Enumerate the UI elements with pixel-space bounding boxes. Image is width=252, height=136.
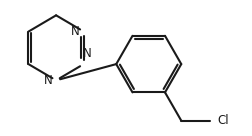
Text: N: N xyxy=(71,25,80,38)
Text: Cl: Cl xyxy=(218,114,229,127)
Text: N: N xyxy=(43,74,52,87)
Text: N: N xyxy=(83,47,92,60)
